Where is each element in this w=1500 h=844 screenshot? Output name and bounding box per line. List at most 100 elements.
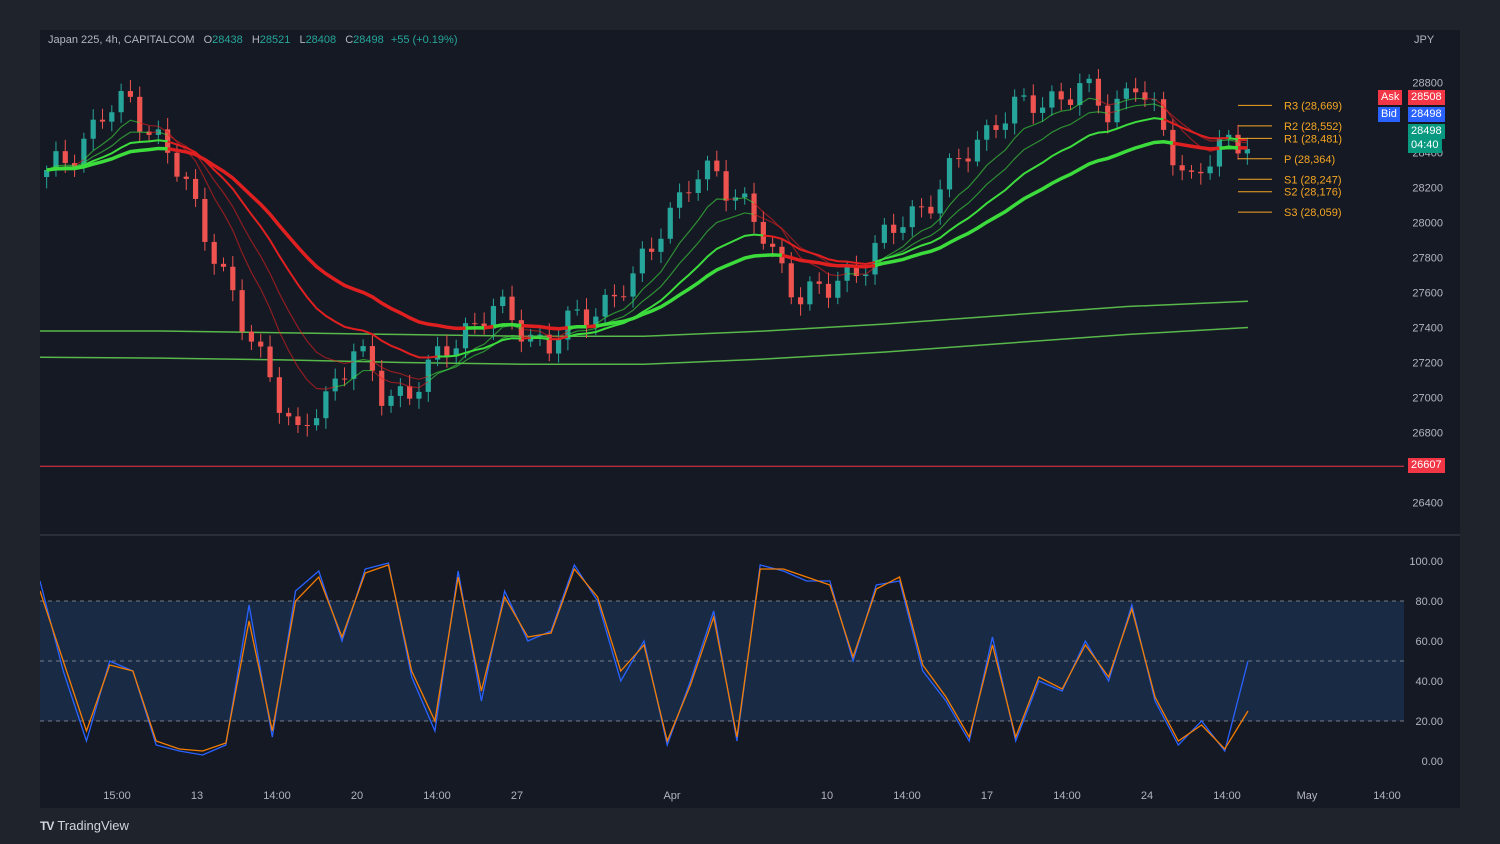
candle-body — [658, 238, 664, 252]
ema-ribbon-line — [595, 253, 783, 328]
ema-ribbon-line — [167, 146, 466, 331]
chart-canvas[interactable]: 2880028600284002820028000278002760027400… — [40, 30, 1460, 808]
candle-body — [1105, 105, 1111, 123]
candle-body — [407, 386, 413, 399]
ema-ribbon-line — [763, 234, 876, 265]
candle-body — [1170, 129, 1176, 166]
candle-body — [611, 294, 618, 297]
candle-body — [286, 412, 292, 417]
tradingview-logo[interactable]: TV TradingView — [40, 818, 129, 833]
ema-ribbon-line — [1237, 138, 1248, 142]
y-tick-label: 28200 — [1412, 183, 1443, 195]
candle-body — [248, 331, 255, 342]
candle-body — [109, 112, 115, 122]
x-tick-label: 14:00 — [1373, 790, 1401, 802]
candle-body — [583, 309, 590, 327]
candle-body — [881, 224, 887, 243]
candle-body — [937, 189, 943, 214]
y-tick-label: 26800 — [1412, 428, 1443, 440]
candle-body — [1160, 99, 1167, 130]
open-label: O — [203, 34, 213, 46]
candle-body — [118, 91, 124, 113]
stoch-line — [40, 562, 1249, 756]
x-tick-label: 17 — [981, 790, 993, 802]
candle-body — [1142, 92, 1148, 100]
candle-body — [667, 207, 673, 239]
candle-body — [602, 294, 608, 317]
candle-body — [1058, 91, 1064, 100]
candle-body — [183, 176, 189, 179]
x-tick-label: 14:00 — [1053, 790, 1081, 802]
osc-tick-label: 40.00 — [1415, 676, 1443, 688]
candle-body — [453, 348, 459, 357]
candle-body — [379, 370, 385, 406]
candle-body — [974, 139, 981, 162]
candle-body — [137, 96, 143, 132]
ema-ribbon-line — [493, 322, 522, 329]
candle-body — [90, 119, 96, 139]
candle-body — [1188, 170, 1195, 172]
ema-ribbon-line — [83, 119, 140, 161]
ema-ribbon-line — [874, 97, 1099, 268]
y-tick-label: 28000 — [1412, 218, 1443, 230]
candle-body — [332, 378, 338, 392]
candle-body — [323, 391, 329, 419]
x-tick-label: 14:00 — [893, 790, 921, 802]
osc-tick-label: 20.00 — [1415, 716, 1443, 728]
ask-label-tag: Ask — [1378, 90, 1403, 105]
ema-ribbon-line — [530, 336, 550, 341]
osc-tick-label: 80.00 — [1415, 596, 1443, 608]
x-tick-label: Apr — [663, 790, 680, 802]
candle-body — [872, 242, 878, 275]
pivot-level-label: S2 (28,176) — [1284, 187, 1341, 199]
candle-body — [1067, 99, 1074, 105]
candle-body — [276, 377, 282, 413]
candle-body — [490, 306, 497, 329]
candle-body — [1133, 88, 1139, 93]
currency-label[interactable]: JPY — [1414, 34, 1435, 46]
pivot-level-label: R2 (28,552) — [1284, 121, 1342, 133]
ema-ribbon-line — [46, 131, 150, 171]
candle-body — [1049, 91, 1055, 108]
ema-ribbon-line — [735, 197, 755, 204]
ask-price-tag: 28508 — [1408, 90, 1445, 105]
osc-tick-label: 100.00 — [1409, 556, 1443, 568]
candle-body — [397, 386, 403, 396]
stoch-line — [40, 564, 1249, 752]
high-label: H — [251, 34, 260, 46]
ema-ribbon-line — [1098, 99, 1118, 106]
candle-body — [1077, 83, 1083, 105]
candle-body — [788, 263, 794, 298]
candle-body — [956, 158, 962, 160]
candle-body — [258, 341, 264, 347]
candle-body — [267, 346, 273, 378]
ema-ribbon-line — [483, 324, 494, 330]
candle-body — [704, 160, 711, 180]
candle-body — [369, 346, 376, 371]
candle-body — [751, 193, 757, 222]
candle-body — [909, 206, 915, 228]
x-tick-label: 14:00 — [1213, 790, 1241, 802]
ema-ribbon-line — [549, 335, 569, 341]
symbol-header: Japan 225, 4h, CAPITALCOM O28438 H28521 … — [48, 34, 457, 46]
y-tick-label: 27000 — [1412, 393, 1443, 405]
last-price-tag: 28498 — [1408, 124, 1445, 139]
candle-body — [676, 192, 683, 208]
ema-ribbon-line — [427, 324, 522, 382]
candle-body — [984, 125, 990, 140]
pivot-level-label: R1 (28,481) — [1284, 133, 1342, 145]
candle-body — [807, 281, 813, 305]
ema-ribbon-line — [167, 140, 438, 359]
candle-body — [1086, 78, 1092, 84]
ema-ribbon-line — [428, 334, 522, 378]
ema-ribbon-line — [1237, 141, 1248, 144]
candle-body — [192, 178, 199, 199]
candle-body — [62, 151, 68, 164]
candle-body — [434, 346, 441, 360]
candle-body — [816, 281, 822, 284]
x-tick-label: May — [1297, 790, 1318, 802]
candle-body — [295, 416, 301, 426]
candle-body — [416, 391, 422, 399]
candle-body — [1021, 95, 1027, 97]
ema-ribbon-line — [74, 159, 85, 167]
